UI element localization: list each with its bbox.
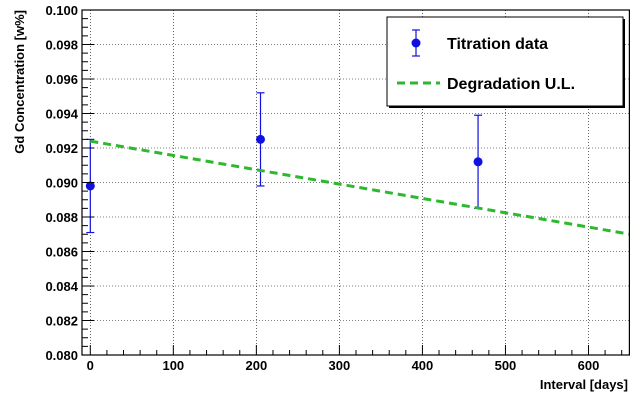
x-tick-label: 0 [87, 358, 94, 373]
legend-marker-titration [411, 38, 421, 48]
legend-box [386, 16, 624, 107]
y-tick-label: 0.088 [45, 210, 78, 225]
y-axis-title: Gd Concentration [w%] [12, 10, 27, 154]
degradation-ul-line [90, 139, 630, 236]
y-tick-label: 0.086 [45, 245, 78, 260]
y-tick-label: 0.084 [45, 279, 78, 294]
y-tick-label: 0.100 [45, 3, 78, 18]
y-tick-label: 0.082 [45, 314, 78, 329]
data-point [256, 134, 266, 144]
y-tick-label: 0.098 [45, 38, 78, 53]
x-tick-label: 300 [329, 358, 351, 373]
data-point [473, 157, 483, 167]
x-tick-label: 400 [412, 358, 434, 373]
data-point [85, 181, 95, 191]
legend: Titration data Degradation U.L. [386, 16, 625, 108]
y-tick-label: 0.096 [45, 72, 78, 87]
x-tick-label: 600 [578, 358, 600, 373]
y-tick-label: 0.092 [45, 141, 78, 156]
x-tick-label: 100 [162, 358, 184, 373]
y-tick-label: 0.094 [45, 107, 78, 122]
x-tick-label: 500 [495, 358, 517, 373]
x-axis-title: Interval [days] [540, 377, 628, 392]
y-tick-label: 0.090 [45, 176, 78, 191]
x-tick-label: 200 [246, 358, 268, 373]
legend-label-titration: Titration data [447, 36, 548, 53]
legend-label-degradation: Degradation U.L. [447, 76, 575, 93]
y-tick-label: 0.080 [45, 348, 78, 363]
axes: 0 100 200 300 400 500 600 0.080 0.082 0.084 0.086 0… [45, 3, 623, 373]
